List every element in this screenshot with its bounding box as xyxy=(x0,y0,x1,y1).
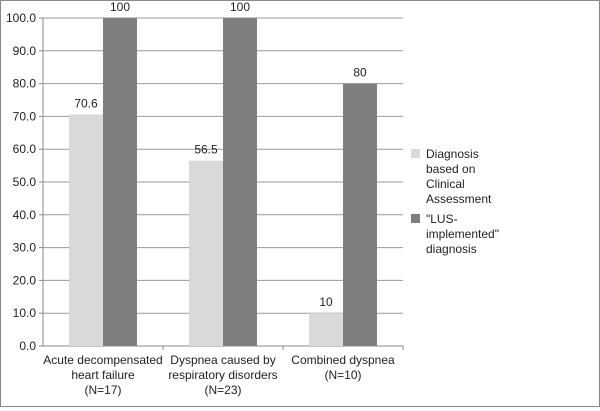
y-tick-label: 20.0 xyxy=(13,273,37,287)
data-label: 100 xyxy=(230,1,250,14)
bars xyxy=(69,18,377,346)
category-label: Dyspnea caused by xyxy=(170,353,275,367)
y-tick-label: 50.0 xyxy=(13,175,37,189)
data-label: 10 xyxy=(319,295,333,309)
legend-label: based on xyxy=(426,162,475,176)
bar xyxy=(343,83,377,346)
data-label: 100 xyxy=(110,1,130,14)
legend-label: diagnosis xyxy=(426,242,477,256)
legend-label: Diagnosis xyxy=(426,147,479,161)
category-label: Combined dyspnea xyxy=(291,353,395,367)
category-label: heart failure xyxy=(71,368,135,382)
y-tick-label: 40.0 xyxy=(13,208,37,222)
legend-label: "LUS- xyxy=(426,212,458,226)
y-tick-label: 30.0 xyxy=(13,241,37,255)
y-tick-label: 80.0 xyxy=(13,77,37,91)
bar xyxy=(69,114,103,346)
y-tick-label: 60.0 xyxy=(13,142,37,156)
bar xyxy=(189,160,223,346)
bar xyxy=(309,313,343,346)
legend-label: Clinical xyxy=(426,177,465,191)
y-tick-label: 0.0 xyxy=(19,339,36,353)
y-tick-label: 90.0 xyxy=(13,44,37,58)
legend-swatch xyxy=(411,149,420,158)
category-label: (N=17) xyxy=(84,383,121,397)
category-label: (N=23) xyxy=(204,383,241,397)
data-label: 70.6 xyxy=(74,96,98,110)
data-labels: 70.6 100 56.5 100 10 80 xyxy=(74,0,367,309)
category-label: Acute decompensated xyxy=(43,353,162,367)
legend-swatch xyxy=(411,214,420,223)
category-label: respiratory disorders xyxy=(168,368,277,382)
bar xyxy=(223,18,257,346)
data-label: 56.5 xyxy=(194,143,218,157)
y-tick-label: 100.0 xyxy=(6,11,36,25)
legend-label: Assessment xyxy=(426,192,492,206)
bar xyxy=(103,18,137,346)
category-label: (N=10) xyxy=(324,368,361,382)
y-tick-label: 70.0 xyxy=(13,109,37,123)
legend-label: implemented" xyxy=(426,227,499,241)
y-tick-label: 10.0 xyxy=(13,306,37,320)
data-label: 80 xyxy=(353,66,367,80)
